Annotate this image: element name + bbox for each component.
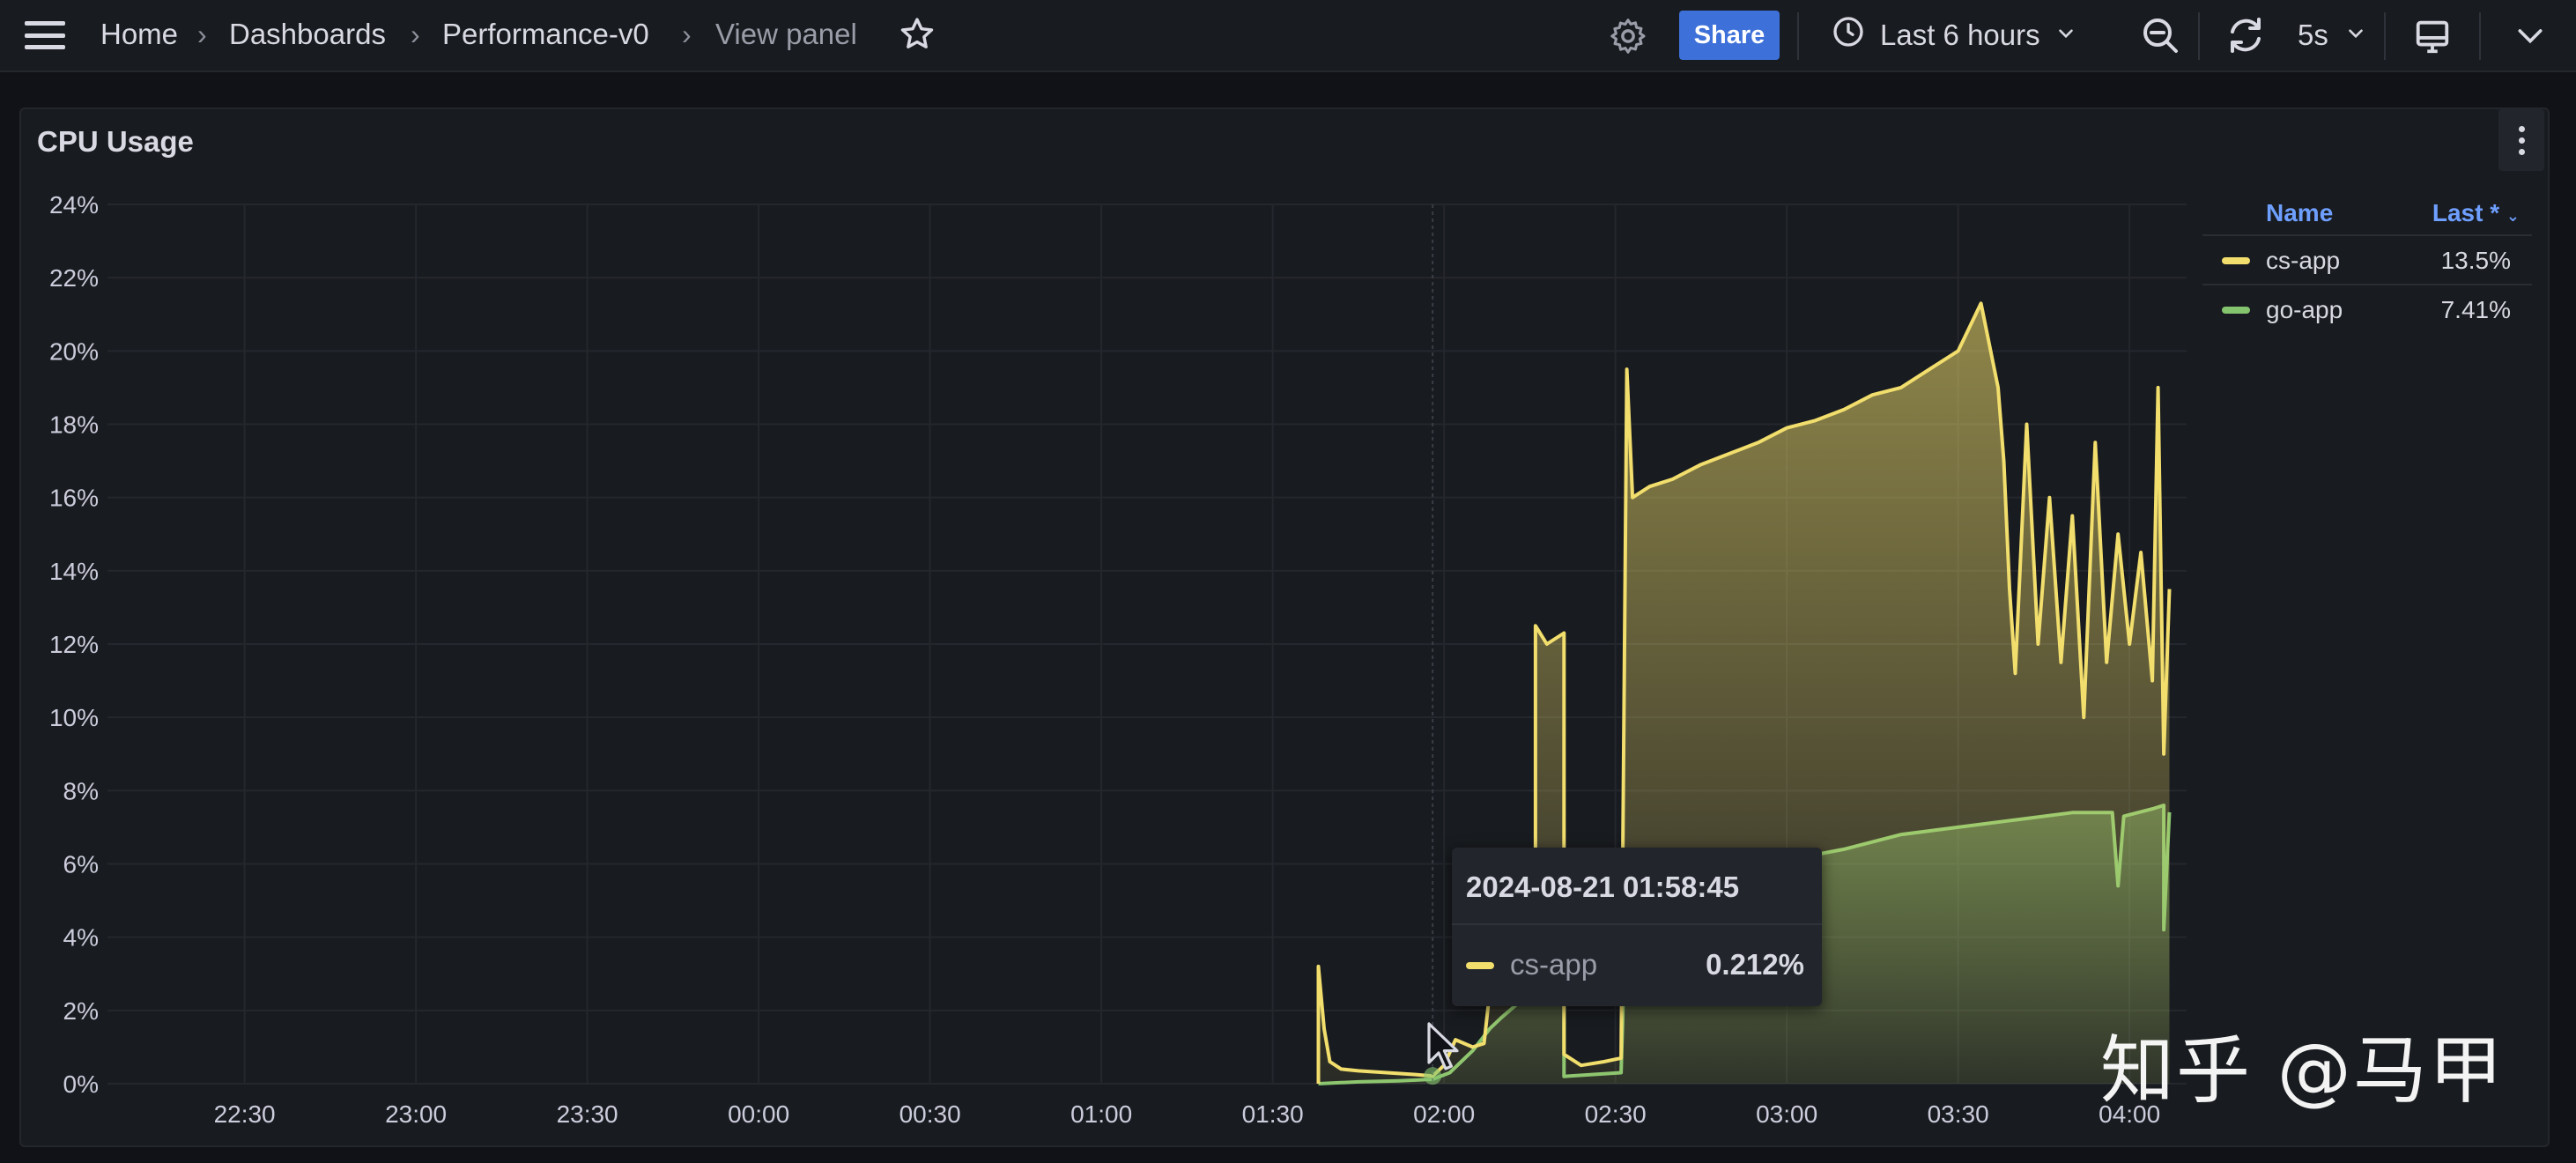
zoom-out-icon[interactable] [2139, 14, 2181, 56]
x-tick-label: 00:00 [728, 1100, 789, 1128]
refresh-interval-picker[interactable]: 5s [2298, 11, 2367, 60]
panel-title: CPU Usage [37, 125, 194, 158]
toolbar-divider [2479, 12, 2481, 60]
legend-item-last: 7.41% [2440, 296, 2511, 323]
y-tick-label: 20% [49, 337, 99, 365]
y-tick-label: 2% [63, 997, 99, 1025]
time-range-picker[interactable]: Last 6 hours [1831, 11, 2077, 60]
hover-point [1424, 1067, 1442, 1085]
chart-legend: Name Last * ⌄ cs-app 13.5% go-app 7.41% [2202, 192, 2532, 333]
y-tick-label: 22% [49, 264, 99, 292]
breadcrumb-view-panel: View panel [715, 18, 857, 50]
legend-header-last[interactable]: Last * ⌄ [2432, 199, 2520, 227]
y-tick-label: 4% [63, 924, 99, 952]
y-tick-label: 18% [49, 411, 99, 439]
y-tick-label: 6% [63, 851, 99, 878]
refresh-icon[interactable] [2224, 14, 2267, 56]
legend-swatch [2222, 307, 2250, 314]
share-button[interactable]: Share [1679, 11, 1780, 60]
y-tick-label: 16% [49, 485, 99, 512]
legend-header-last-label: Last * [2432, 199, 2500, 226]
y-tick-label: 8% [63, 777, 99, 804]
legend-header: Name Last * ⌄ [2202, 192, 2532, 234]
x-tick-label: 02:30 [1585, 1100, 1647, 1128]
legend-item-name: cs-app [2266, 247, 2341, 274]
tooltip-swatch [1466, 962, 1494, 969]
tooltip-series-value: 0.212% [1706, 948, 1804, 981]
x-tick-label: 01:30 [1242, 1100, 1304, 1128]
breadcrumb-separator: › [411, 18, 420, 50]
chevron-down-icon [2054, 19, 2077, 52]
x-tick-label: 02:00 [1413, 1100, 1475, 1128]
star-icon[interactable] [897, 12, 937, 56]
legend-item-last: 13.5% [2440, 247, 2511, 274]
top-navigation-bar: Home › Dashboards › Performance-v0 › Vie… [0, 0, 2576, 72]
tooltip-divider [1452, 923, 1822, 925]
y-tick-label: 14% [49, 558, 99, 585]
toolbar-divider [1797, 12, 1799, 60]
x-tick-label: 22:30 [214, 1100, 276, 1128]
breadcrumb-performance-v0[interactable]: Performance-v0 [442, 18, 649, 50]
chevron-down-icon[interactable] [2511, 18, 2550, 53]
chevron-down-icon: ⌄ [2506, 207, 2520, 225]
legend-item-name: go-app [2266, 296, 2343, 323]
y-tick-label: 10% [49, 704, 99, 731]
toolbar-divider [2198, 12, 2200, 60]
gear-icon[interactable] [1608, 16, 1648, 56]
x-tick-label: 03:00 [1756, 1100, 1817, 1128]
refresh-interval-label: 5s [2298, 19, 2328, 51]
chart-tooltip: 2024-08-21 01:58:45 cs-app 0.212% [1452, 848, 1822, 1006]
legend-header-name[interactable]: Name [2266, 199, 2334, 226]
x-tick-label: 03:30 [1928, 1100, 1989, 1128]
legend-item-cs-app[interactable]: cs-app 13.5% [2202, 234, 2532, 284]
y-tick-label: 0% [63, 1070, 99, 1098]
x-axis: 22:30 23:00 23:30 00:00 00:30 01:00 01:30 02:00… [214, 1100, 2161, 1128]
clock-icon [1831, 14, 1866, 56]
y-tick-label: 12% [49, 631, 99, 658]
toolbar-divider [2384, 12, 2386, 60]
legend-swatch [2222, 257, 2250, 264]
breadcrumb-separator: › [682, 18, 692, 50]
x-tick-label: 01:00 [1070, 1100, 1132, 1128]
y-tick-label: 24% [49, 191, 99, 219]
menu-icon[interactable] [25, 18, 65, 53]
x-tick-label: 00:30 [899, 1100, 961, 1128]
hover-crosshair [1424, 204, 1442, 1085]
x-tick-label: 23:00 [385, 1100, 447, 1128]
tooltip-series-name: cs-app [1510, 948, 1598, 981]
breadcrumb-separator: › [197, 18, 207, 50]
x-tick-label: 23:30 [557, 1100, 618, 1128]
breadcrumb-dashboards[interactable]: Dashboards [229, 18, 386, 50]
tooltip-time: 2024-08-21 01:58:45 [1466, 870, 1740, 903]
panel-menu-icon[interactable] [2498, 109, 2544, 171]
monitor-icon[interactable] [2412, 16, 2453, 56]
time-range-label: Last 6 hours [1880, 19, 2040, 51]
chevron-down-icon [2344, 19, 2367, 52]
legend-item-go-app[interactable]: go-app 7.41% [2202, 284, 2532, 333]
series-area-cs-app [1318, 303, 2170, 1084]
mouse-cursor-icon [1425, 1020, 1461, 1073]
breadcrumb-home[interactable]: Home [100, 18, 179, 50]
x-tick-label: 04:00 [2099, 1100, 2160, 1128]
watermark: 知乎 @马甲 [2100, 1027, 2505, 1114]
series-line-cs-app [1316, 301, 2172, 1084]
y-axis: 0% 2% 4% 6% 8% 10% 12% 14% 16% 18% 20% 22% 24% [49, 191, 99, 1098]
